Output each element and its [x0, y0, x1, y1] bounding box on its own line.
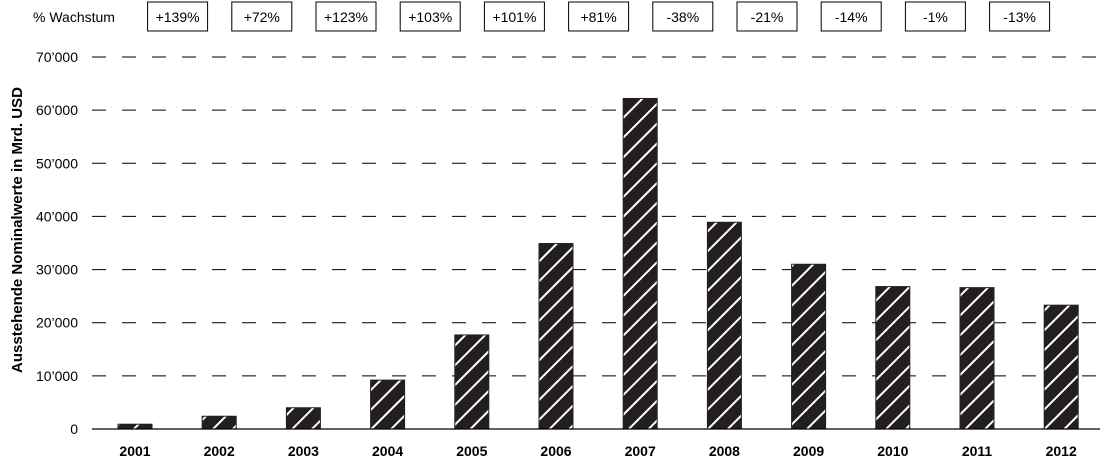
bar [706, 221, 742, 430]
growth-value: +139% [156, 9, 200, 25]
growth-value: +72% [244, 9, 280, 25]
y-tick-label: 50’000 [36, 155, 78, 171]
y-axis-ticks: 0 10’000 20’000 30’000 40’000 50’000 60’000 70’… [36, 49, 78, 437]
growth-box [483, 1, 545, 32]
bar [370, 379, 406, 430]
growth-box [736, 1, 798, 32]
bar [285, 407, 321, 430]
growth-row: +139% +72% +123% +103% +101% +81% -38% -21% -14%… [147, 1, 1051, 32]
growth-box [904, 1, 966, 32]
gridlines [92, 56, 1100, 377]
x-tick-label: 2009 [793, 443, 824, 459]
y-tick-label: 10’000 [36, 368, 78, 384]
growth-box [820, 1, 882, 32]
x-tick-label: 2012 [1046, 443, 1077, 459]
bar [454, 334, 490, 430]
growth-value: -14% [835, 9, 868, 25]
x-axis-ticks: 2001 2002 2003 2004 2005 2006 2007 2008 2009 2010… [119, 443, 1077, 459]
bar [201, 415, 237, 430]
x-tick-label: 2008 [709, 443, 740, 459]
x-tick-label: 2003 [288, 443, 319, 459]
growth-value: -1% [923, 9, 948, 25]
growth-value: +123% [324, 9, 368, 25]
growth-box [399, 1, 461, 32]
growth-box [315, 1, 377, 32]
growth-value: +103% [408, 9, 452, 25]
bar [117, 423, 153, 430]
x-tick-label: 2011 [962, 443, 993, 459]
bar [875, 286, 911, 430]
growth-value: -21% [751, 9, 784, 25]
y-tick-label: 40’000 [36, 208, 78, 224]
x-tick-label: 2005 [456, 443, 487, 459]
y-axis-label: Ausstehende Nominalwerte in Mrd. USD [9, 87, 26, 373]
growth-value: -13% [1003, 9, 1036, 25]
growth-value: -38% [666, 9, 699, 25]
growth-box [147, 1, 209, 32]
growth-value: +81% [580, 9, 616, 25]
x-tick-label: 2007 [625, 443, 656, 459]
growth-box [568, 1, 630, 32]
bars [117, 97, 1079, 430]
bar [1043, 304, 1079, 430]
x-tick-label: 2006 [540, 443, 571, 459]
y-tick-label: 60’000 [36, 102, 78, 118]
growth-box [989, 1, 1051, 32]
growth-row-label: % Wachstum [33, 9, 115, 25]
growth-box [652, 1, 714, 32]
growth-box [231, 1, 293, 32]
x-tick-label: 2002 [204, 443, 235, 459]
y-tick-label: 0 [70, 421, 78, 437]
bar [791, 263, 827, 430]
x-tick-label: 2010 [877, 443, 908, 459]
y-tick-label: 30’000 [36, 262, 78, 278]
growth-value: +101% [492, 9, 536, 25]
x-tick-label: 2001 [119, 443, 150, 459]
y-tick-label: 20’000 [36, 315, 78, 331]
x-tick-label: 2004 [372, 443, 403, 459]
bar [622, 97, 658, 430]
bar [959, 287, 995, 430]
bar [538, 243, 574, 430]
y-tick-label: 70’000 [36, 49, 78, 65]
